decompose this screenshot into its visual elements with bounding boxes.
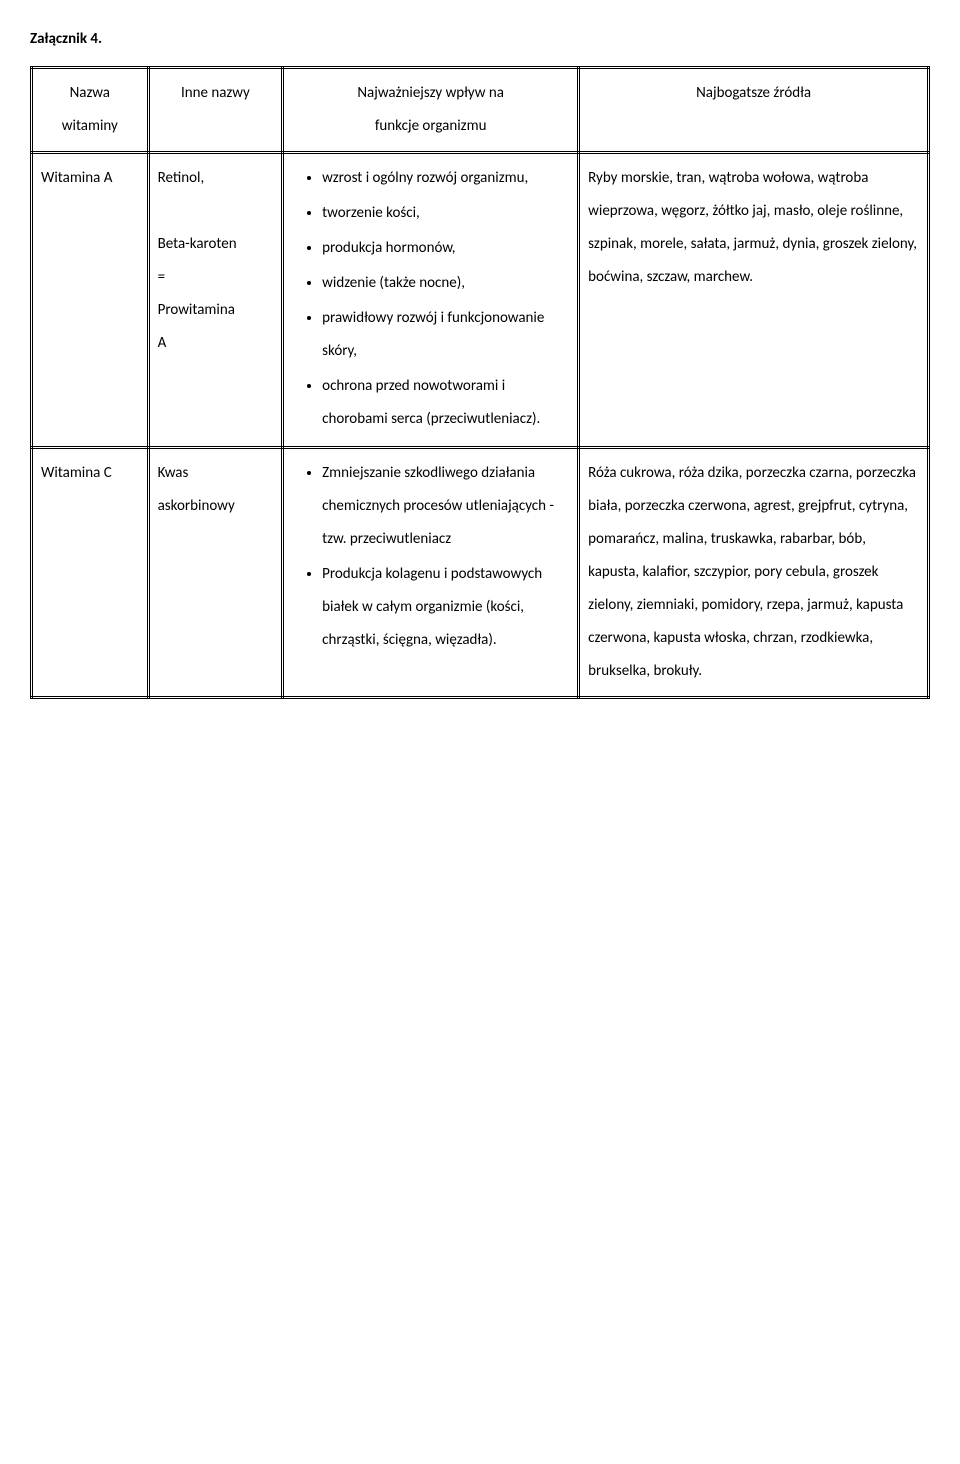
table-row: Witamina C Kwas askorbinowy Zmniejszanie… <box>32 448 929 698</box>
other-name-line: A <box>158 334 167 352</box>
other-name-line: askorbinowy <box>158 497 235 515</box>
attachment-title: Załącznik 4. <box>30 30 930 48</box>
header-text: funkcje organizmu <box>375 117 487 135</box>
cell-effects: Zmniejszanie szkodliwego działania chemi… <box>283 448 579 698</box>
list-item: wzrost i ogólny rozwój organizmu, <box>322 162 569 195</box>
list-item: tworzenie kości, <box>322 197 569 230</box>
cell-other-names: Retinol, Beta-karoten = Prowitamina A <box>148 153 283 448</box>
list-item: widzenie (także nocne), <box>322 267 569 300</box>
cell-sources: Róża cukrowa, róża dzika, porzeczka czar… <box>579 448 929 698</box>
other-name-line: Beta-karoten <box>158 235 237 253</box>
list-item: Produkcja kolagenu i podstawowych białek… <box>322 558 569 657</box>
header-name: Nazwa witaminy <box>32 68 149 153</box>
effects-list: Zmniejszanie szkodliwego działania chemi… <box>292 457 569 657</box>
header-text: Nazwa <box>70 84 110 102</box>
header-text: witaminy <box>62 117 118 135</box>
header-text: Najważniejszy wpływ na <box>357 84 504 102</box>
list-item: Zmniejszanie szkodliwego działania chemi… <box>322 457 569 556</box>
other-name-line: Prowitamina <box>158 301 235 319</box>
list-item: produkcja hormonów, <box>322 232 569 265</box>
other-name-line: = <box>158 268 165 286</box>
header-other-names: Inne nazwy <box>148 68 283 153</box>
header-sources: Najbogatsze źródła <box>579 68 929 153</box>
cell-vitamin-name: Witamina A <box>32 153 149 448</box>
effects-list: wzrost i ogólny rozwój organizmu, tworze… <box>292 162 569 436</box>
cell-vitamin-name: Witamina C <box>32 448 149 698</box>
table-header-row: Nazwa witaminy Inne nazwy Najważniejszy … <box>32 68 929 153</box>
table-row: Witamina A Retinol, Beta-karoten = Prowi… <box>32 153 929 448</box>
cell-other-names: Kwas askorbinowy <box>148 448 283 698</box>
list-item: prawidłowy rozwój i funkcjonowanie skóry… <box>322 302 569 368</box>
vitamins-table: Nazwa witaminy Inne nazwy Najważniejszy … <box>30 66 930 699</box>
cell-effects: wzrost i ogólny rozwój organizmu, tworze… <box>283 153 579 448</box>
list-item: ochrona przed nowotworami i chorobami se… <box>322 370 569 436</box>
header-effects: Najważniejszy wpływ na funkcje organizmu <box>283 68 579 153</box>
cell-sources: Ryby morskie, tran, wątroba wołowa, wątr… <box>579 153 929 448</box>
other-name-line: Kwas <box>158 464 189 482</box>
other-name-line: Retinol, <box>158 169 205 187</box>
